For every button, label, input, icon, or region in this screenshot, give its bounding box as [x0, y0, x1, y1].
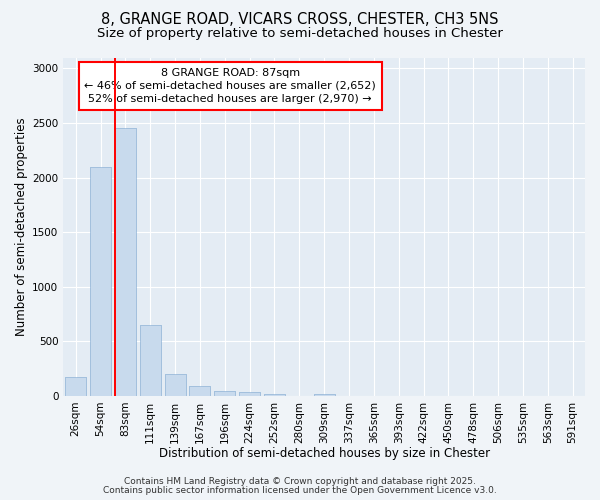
Text: Contains public sector information licensed under the Open Government Licence v3: Contains public sector information licen…	[103, 486, 497, 495]
Bar	[314, 394, 335, 396]
Bar	[264, 394, 285, 396]
Bar	[65, 376, 86, 396]
Bar	[140, 325, 161, 396]
X-axis label: Distribution of semi-detached houses by size in Chester: Distribution of semi-detached houses by …	[158, 447, 490, 460]
Bar	[214, 392, 235, 396]
Bar	[264, 394, 285, 396]
Bar	[90, 166, 111, 396]
Y-axis label: Number of semi-detached properties: Number of semi-detached properties	[15, 118, 28, 336]
Bar	[164, 374, 185, 396]
Bar	[140, 325, 161, 396]
Bar	[214, 392, 235, 396]
Bar	[314, 394, 335, 396]
Bar	[115, 128, 136, 396]
Bar	[65, 376, 86, 396]
Text: 8, GRANGE ROAD, VICARS CROSS, CHESTER, CH3 5NS: 8, GRANGE ROAD, VICARS CROSS, CHESTER, C…	[101, 12, 499, 28]
Text: 8 GRANGE ROAD: 87sqm
← 46% of semi-detached houses are smaller (2,652)
52% of se: 8 GRANGE ROAD: 87sqm ← 46% of semi-detac…	[85, 68, 376, 104]
Text: Size of property relative to semi-detached houses in Chester: Size of property relative to semi-detach…	[97, 28, 503, 40]
Bar	[190, 386, 211, 396]
Bar	[90, 166, 111, 396]
Bar	[164, 374, 185, 396]
Bar	[115, 128, 136, 396]
Bar	[239, 392, 260, 396]
Text: Contains HM Land Registry data © Crown copyright and database right 2025.: Contains HM Land Registry data © Crown c…	[124, 477, 476, 486]
Bar	[239, 392, 260, 396]
Bar	[190, 386, 211, 396]
